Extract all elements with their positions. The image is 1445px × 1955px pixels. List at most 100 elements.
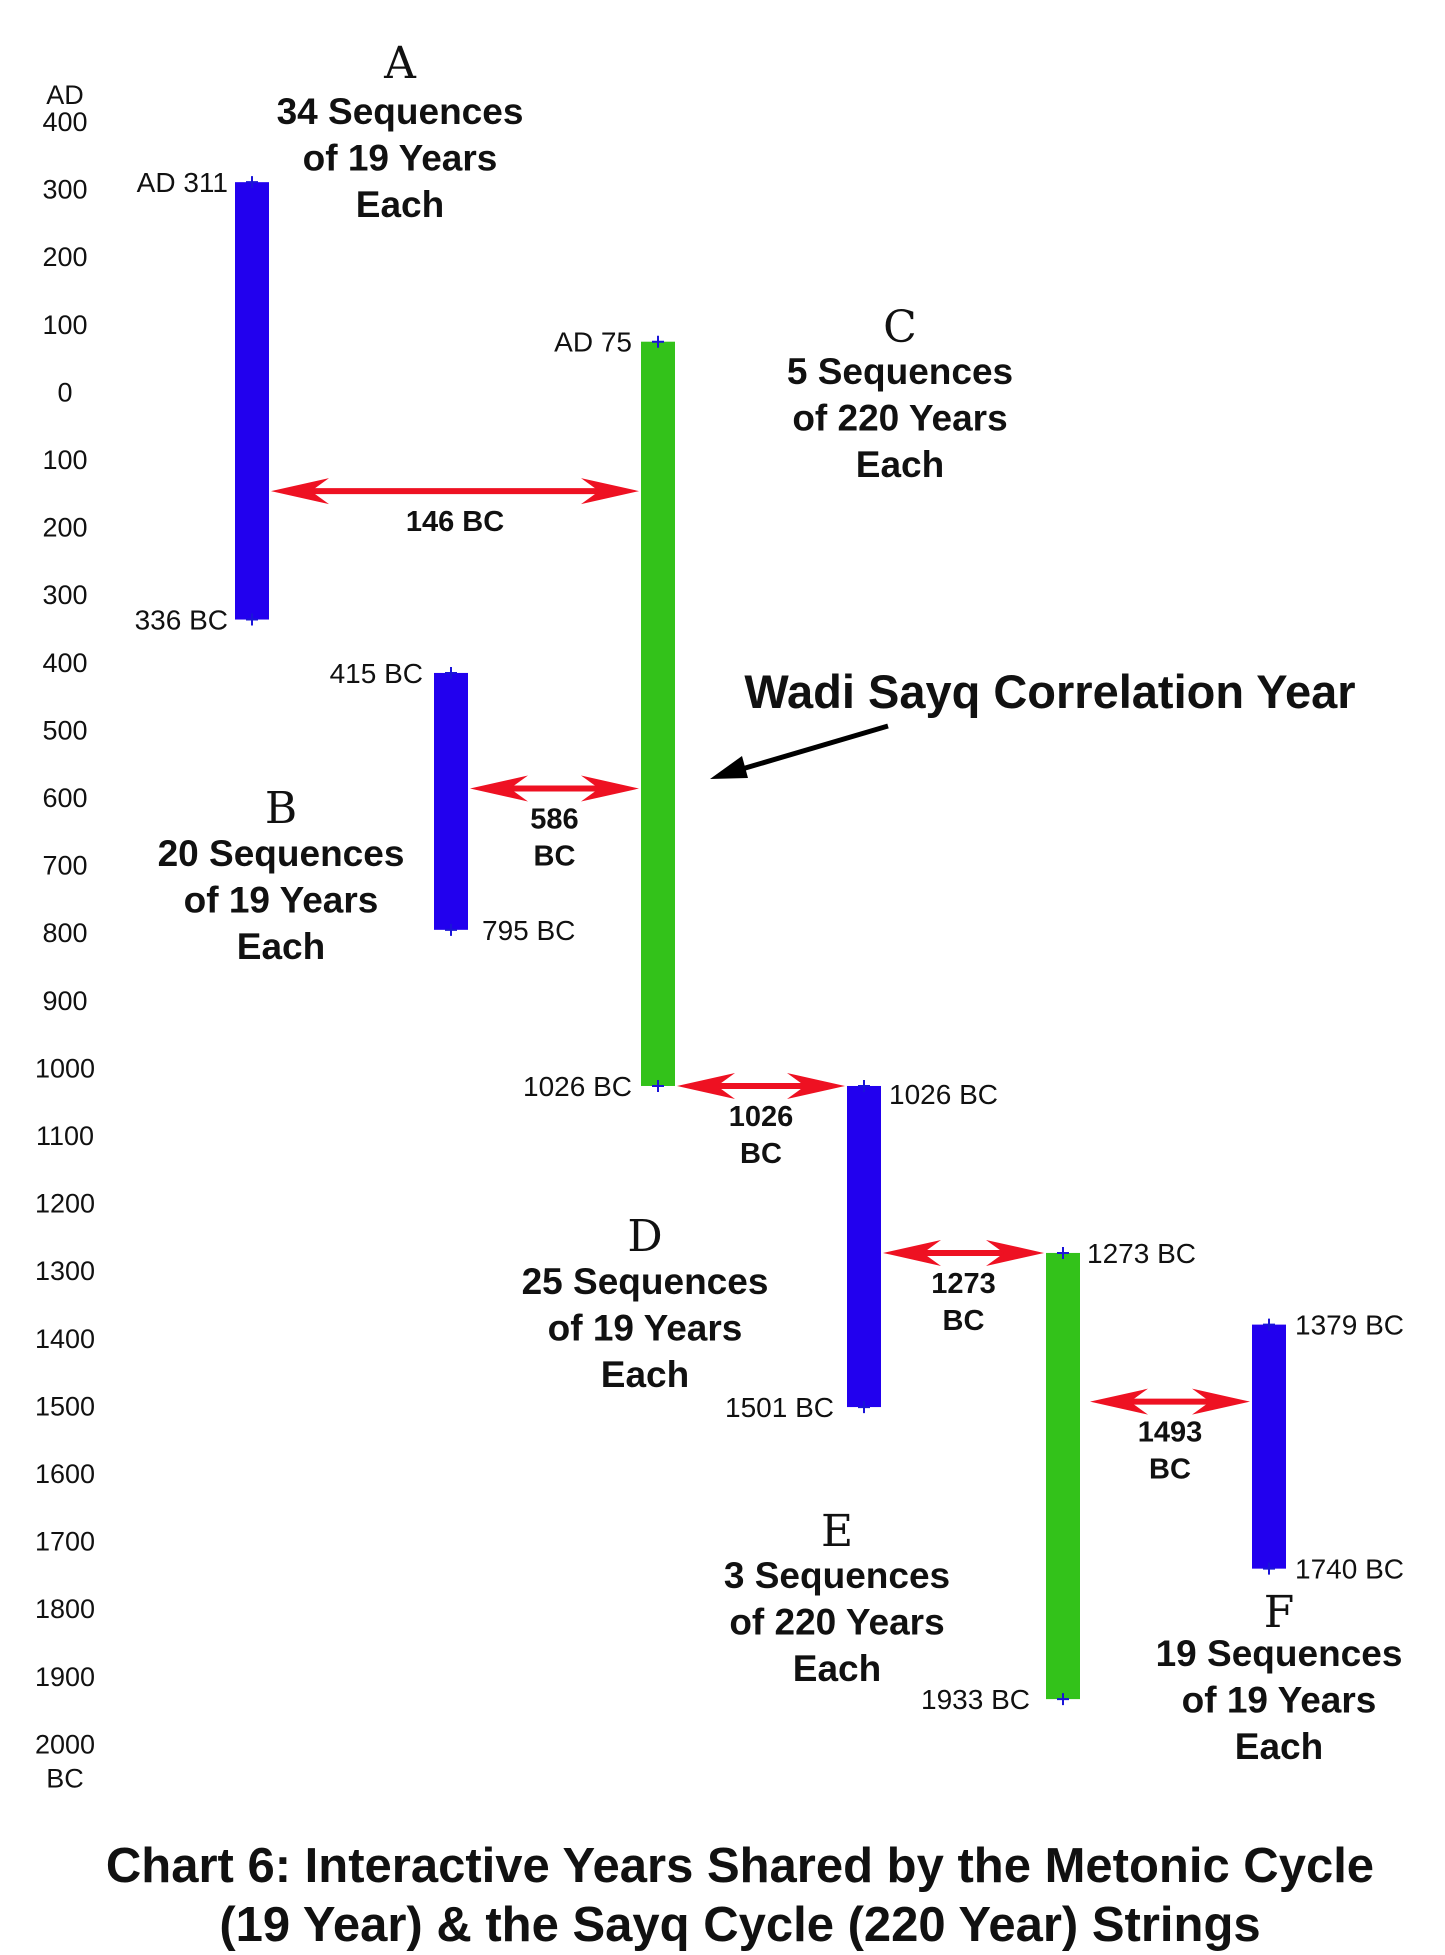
- bar-end-label: 1501 BC: [725, 1392, 834, 1423]
- bar-end-label: 795 BC: [482, 915, 575, 946]
- axis-tick-label: 400: [42, 107, 87, 137]
- arrow-head-left: [883, 1239, 941, 1266]
- bar-start-label: 415 BC: [330, 658, 423, 689]
- bar-start-label: 1273 BC: [1087, 1238, 1196, 1269]
- bar-end-label: 336 BC: [135, 605, 228, 636]
- endpoint-marker: [652, 1079, 664, 1092]
- axis-tick-label: 2000: [35, 1729, 95, 1759]
- axis-tick-label: 1100: [36, 1121, 94, 1151]
- group-description-line: Each: [1235, 1726, 1323, 1767]
- arrow-head-right: [581, 478, 639, 505]
- group-description-line: 3 Sequences: [724, 1555, 950, 1596]
- link-arrow: [470, 775, 639, 802]
- link-arrow: [271, 478, 639, 505]
- axis-bottom-label: BC: [46, 1763, 84, 1793]
- link-label: BC: [1149, 1454, 1191, 1486]
- axis-tick-label: 0: [57, 377, 72, 407]
- axis-tick-label: 1300: [35, 1256, 95, 1286]
- bar-end-label: 1026 BC: [523, 1071, 632, 1102]
- arrow-head-left: [271, 478, 329, 505]
- group-description-line: 19 Sequences: [1156, 1633, 1403, 1674]
- bar-C: [641, 341, 675, 1086]
- group-letter: A: [383, 38, 417, 89]
- link-arrow: [883, 1239, 1044, 1266]
- bar-start-label: 1379 BC: [1295, 1310, 1404, 1341]
- axis-tick-label: 400: [42, 648, 87, 678]
- arrow-head-right: [986, 1239, 1044, 1266]
- annotation: Wadi Sayq Correlation Year: [710, 665, 1356, 779]
- arrow-head-right: [787, 1072, 845, 1099]
- link-label: BC: [534, 841, 576, 873]
- endpoint-marker: [1263, 1562, 1275, 1575]
- endpoint-marker: [445, 666, 457, 679]
- axis-tick-label: 600: [42, 783, 87, 813]
- endpoint-marker: [445, 923, 457, 936]
- endpoint-marker: [246, 613, 258, 626]
- arrow-head-right: [581, 775, 639, 802]
- endpoint-marker: [1057, 1693, 1069, 1706]
- arrow-head-left: [470, 775, 528, 802]
- axis-tick-label: 1400: [35, 1324, 95, 1354]
- bar-start-label: 1026 BC: [889, 1079, 998, 1110]
- group-labels: AD 311 336 BC A34 Sequences of 19 Years Each…: [135, 38, 1404, 1767]
- group-description-line: 20 Sequences: [158, 833, 405, 874]
- link-arrows: 146 BC 586 BC 1026 BC 1273 BC 1493 BC: [271, 478, 1250, 1486]
- link-label: 1493: [1138, 1417, 1203, 1449]
- group-description-line: of 19 Years: [184, 880, 379, 921]
- group-description-line: of 19 Years: [303, 138, 498, 179]
- link-arrow: [1090, 1388, 1250, 1415]
- link-arrow: [677, 1072, 845, 1099]
- link-label: 1273: [931, 1268, 996, 1300]
- link-label: BC: [740, 1138, 782, 1170]
- bar-start-label: AD 75: [554, 327, 632, 358]
- endpoint-marker: [858, 1079, 870, 1092]
- axis-tick-label: 300: [42, 175, 87, 205]
- annotation-arrow-line: [724, 723, 889, 777]
- group-description-line: 34 Sequences: [277, 91, 524, 132]
- group-letter: C: [883, 302, 917, 353]
- group-description-line: Each: [601, 1354, 689, 1395]
- axis-tick-label: 1600: [35, 1459, 95, 1489]
- group-description-line: of 220 Years: [729, 1602, 944, 1643]
- arrow-head-right: [1192, 1388, 1250, 1415]
- group-letter: E: [821, 1506, 853, 1557]
- axis-tick-label: 1800: [35, 1594, 95, 1624]
- endpoint-marker: [1263, 1318, 1275, 1331]
- bar-E: [1046, 1252, 1080, 1700]
- annotation-arrow-head: [710, 756, 748, 779]
- bar-B: [434, 672, 468, 930]
- group-description-line: 5 Sequences: [787, 351, 1013, 392]
- axis-tick-label: 700: [42, 851, 87, 881]
- bar-start-label: AD 311: [137, 167, 228, 198]
- link-label: 586: [530, 804, 578, 836]
- endpoint-marker: [858, 1401, 870, 1414]
- endpoint-marker: [1057, 1246, 1069, 1259]
- y-axis: AD40030020010001002003004005006007008009…: [35, 80, 95, 1793]
- link-label: 146 BC: [406, 506, 504, 538]
- axis-tick-label: 1200: [35, 1189, 95, 1219]
- group-letter: B: [265, 783, 297, 834]
- link-label: BC: [943, 1305, 985, 1337]
- group-description-line: Each: [356, 184, 444, 225]
- endpoint-marker: [652, 335, 664, 348]
- group-description-line: of 19 Years: [1182, 1680, 1377, 1721]
- bars: [235, 176, 1286, 1706]
- chart-title-line-1: Chart 6: Interactive Years Shared by the…: [106, 1839, 1374, 1893]
- axis-tick-label: 200: [42, 513, 87, 543]
- bar-end-label: 1933 BC: [921, 1684, 1030, 1715]
- endpoint-marker: [246, 176, 258, 189]
- group-description-line: Each: [856, 444, 944, 485]
- axis-tick-label: 300: [42, 580, 87, 610]
- group-description-line: of 220 Years: [792, 398, 1007, 439]
- group-description-line: of 19 Years: [548, 1308, 743, 1349]
- group-description-line: Each: [237, 926, 325, 967]
- bar-F: [1252, 1324, 1286, 1569]
- group-letter: D: [627, 1211, 662, 1262]
- bar-A: [235, 182, 269, 620]
- bar-end-label: 1740 BC: [1295, 1554, 1404, 1585]
- annotation-text: Wadi Sayq Correlation Year: [744, 665, 1355, 718]
- chart-title-line-2: (19 Year) & the Sayq Cycle (220 Year) St…: [219, 1898, 1260, 1952]
- bar-D: [847, 1085, 881, 1408]
- axis-tick-label: 1700: [35, 1527, 95, 1557]
